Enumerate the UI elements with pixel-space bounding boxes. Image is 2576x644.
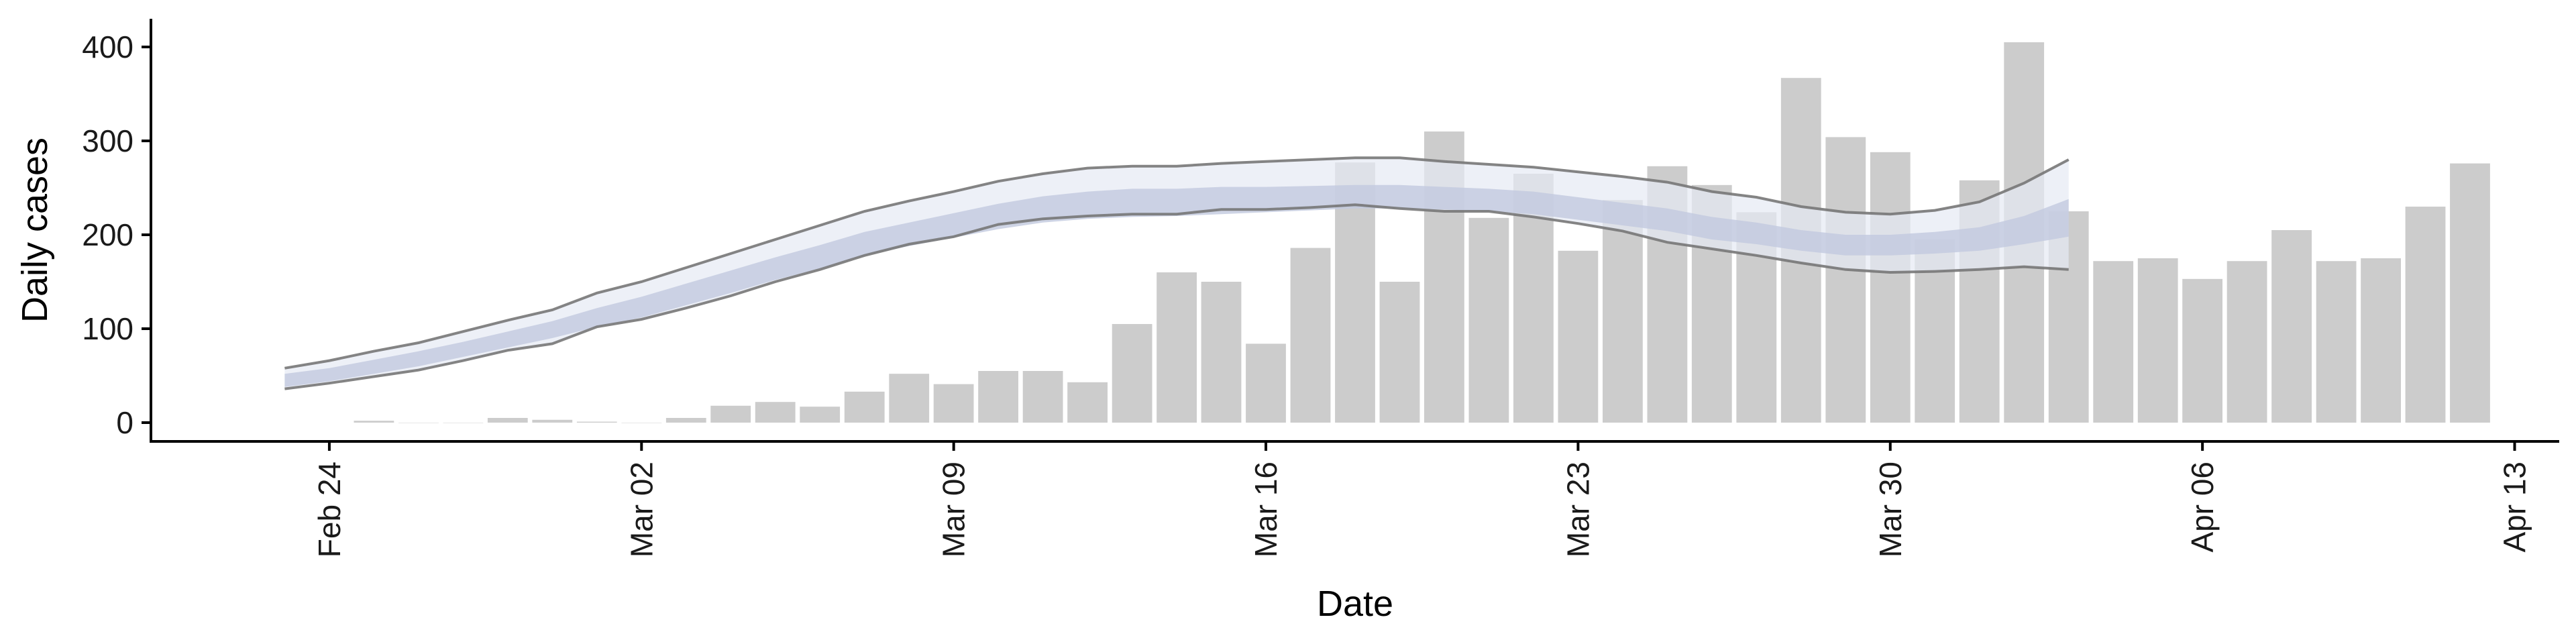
bar-2020-03-01 [576, 421, 617, 423]
bar-2020-04-05 [2137, 258, 2178, 423]
bar-2020-03-10 [978, 371, 1018, 423]
bar-2020-03-03 [665, 418, 706, 423]
y-tick-label-200: 200 [82, 217, 133, 252]
bar-2020-03-23 [1558, 250, 1599, 423]
estimate-bands [284, 156, 2070, 390]
bar-2020-03-16 [1246, 343, 1286, 423]
bar-2020-03-24 [1603, 200, 1643, 423]
y-tick-label-400: 400 [82, 30, 133, 64]
lower-bound-line [284, 203, 2069, 390]
y-tick-label-100: 100 [82, 311, 133, 346]
x-tick-label-2020-03-09: Mar 09 [936, 462, 971, 557]
bar-2020-03-30 [1870, 152, 1911, 423]
bar-2020-03-07 [844, 391, 885, 423]
bar-2020-02-25 [354, 421, 394, 423]
bar-2020-02-28 [487, 418, 528, 423]
bar-2020-03-05 [755, 402, 796, 423]
bar-2020-04-07 [2226, 261, 2267, 423]
bar-2020-04-06 [2182, 278, 2222, 423]
bar-series [354, 42, 2490, 423]
bar-2020-04-12 [2450, 163, 2490, 423]
bar-2020-04-04 [2093, 261, 2134, 423]
x-axis-title: Date [1317, 584, 1393, 624]
bar-2020-03-12 [1067, 382, 1108, 423]
upper-bound-line [284, 156, 2070, 370]
bar-2020-03-17 [1290, 248, 1331, 423]
bar-2020-04-11 [2405, 207, 2446, 423]
bar-2020-03-14 [1157, 272, 1197, 423]
bar-2020-03-11 [1022, 371, 1063, 423]
axes [150, 19, 2559, 443]
y-tick-label-300: 300 [82, 123, 133, 158]
x-tick-label-2020-03-16: Mar 16 [1248, 462, 1283, 557]
x-tick-label-2020-03-23: Mar 23 [1560, 462, 1595, 557]
bar-2020-03-19 [1379, 282, 1420, 423]
y-tick-label-0: 0 [116, 405, 133, 440]
bar-2020-03-13 [1112, 324, 1152, 423]
bar-2020-03-29 [1825, 137, 1866, 423]
x-tick-label-2020-04-13: Apr 13 [2498, 462, 2532, 553]
bar-2020-03-21 [1468, 217, 1509, 423]
bar-2020-03-15 [1201, 282, 1242, 423]
bar-2020-03-06 [800, 407, 841, 423]
x-tick-label-2020-03-02: Mar 02 [624, 462, 659, 557]
bar-2020-03-09 [933, 384, 974, 423]
bar-2020-03-04 [710, 405, 751, 423]
bar-2020-04-10 [2361, 258, 2401, 423]
x-tick-label-2020-03-30: Mar 30 [1873, 462, 1908, 557]
bar-2020-04-09 [2316, 261, 2357, 423]
x-tick-label-2020-02-24: Feb 24 [312, 462, 347, 557]
bar-2020-03-08 [889, 374, 930, 423]
bar-2020-02-29 [532, 419, 573, 423]
x-tick-label-2020-04-06: Apr 06 [2185, 462, 2220, 553]
x-ticks: Feb 24 Mar 02 Mar 09 Mar 16 Mar 23 Mar 30 Apr … [312, 441, 2532, 557]
y-ticks: 0 100 200 300 400 [82, 30, 151, 440]
bar-2020-04-08 [2271, 230, 2312, 423]
y-axis-title: Daily cases [15, 138, 55, 323]
